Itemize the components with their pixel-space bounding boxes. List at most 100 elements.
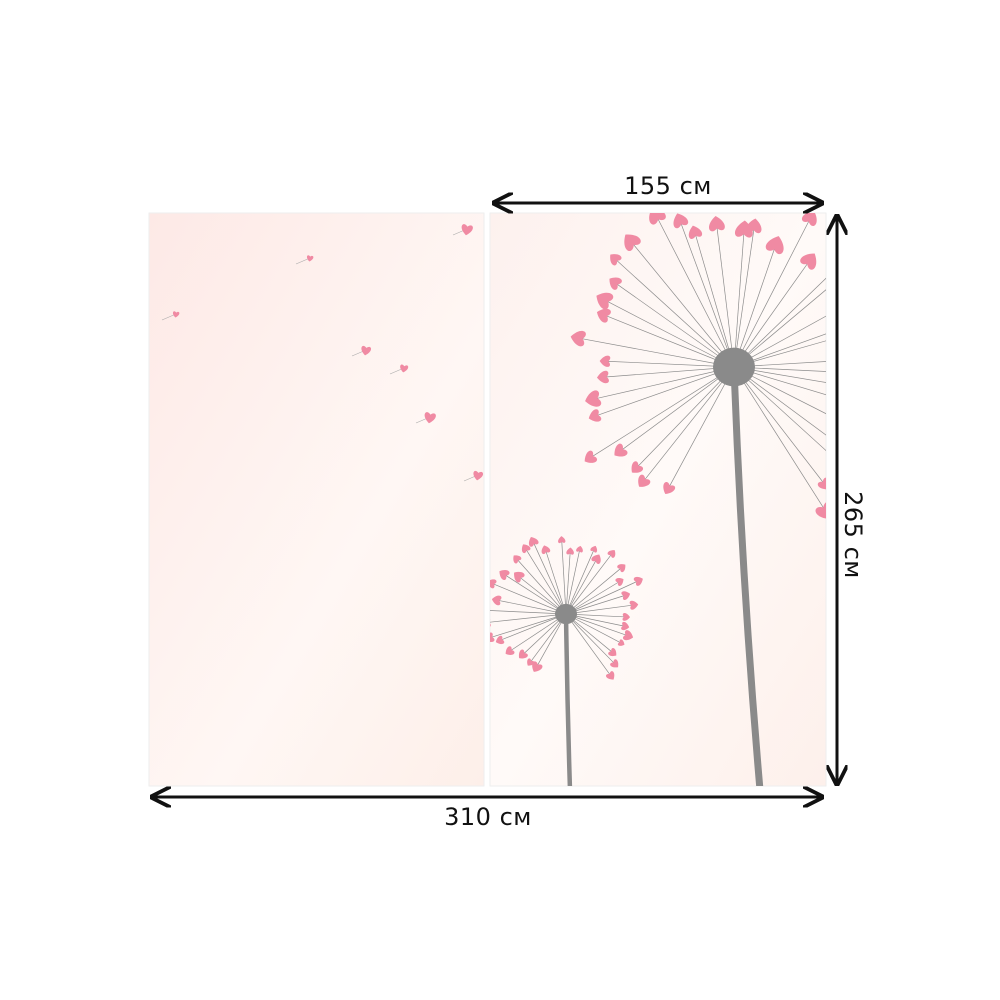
- dandelion-spoke: [497, 599, 567, 615]
- dandelion-spoke: [733, 366, 826, 415]
- heart-seed: [576, 545, 583, 553]
- dandelion-spoke: [565, 580, 639, 615]
- dandelion-spoke: [590, 366, 735, 458]
- heart-seed: [815, 501, 826, 520]
- total-width-label: 310 см: [444, 803, 532, 831]
- dandelion-spoke: [733, 245, 776, 368]
- dandelion-stem: [563, 613, 573, 786]
- heart-seed: [521, 544, 531, 554]
- dandelion-spoke: [733, 218, 811, 368]
- heart-seed: [649, 213, 666, 225]
- dandelion-spoke: [565, 613, 628, 636]
- heart-seed: [400, 364, 409, 373]
- heart-seed: [663, 482, 676, 495]
- heart-seed: [617, 564, 626, 573]
- dandelion-spoke: [631, 241, 735, 368]
- heart-seed: [638, 474, 651, 487]
- heart-seed: [541, 545, 551, 555]
- heart-seed: [606, 671, 615, 680]
- heart-seed: [623, 630, 634, 641]
- panel-width-label: 155 см: [624, 172, 712, 200]
- heart-seed: [894, 351, 906, 364]
- heart-seed: [490, 579, 497, 589]
- heart-seed: [608, 648, 617, 657]
- dandelion-spoke: [604, 299, 735, 368]
- heart-seed: [801, 213, 817, 226]
- dandelion-spoke: [525, 548, 567, 615]
- heart-seed: [826, 264, 841, 279]
- dandelion-spoke: [604, 314, 735, 368]
- dandelion-spoke: [733, 333, 826, 368]
- heart-seed: [621, 621, 630, 631]
- dandelion-spoke: [716, 224, 735, 368]
- heart-seed: [871, 383, 887, 400]
- dandelion-spoke: [565, 553, 613, 615]
- heart-seed: [528, 536, 539, 547]
- dandelion-spoke: [532, 541, 567, 615]
- dandelion-spoke: [643, 366, 735, 482]
- heart-seed: [621, 591, 631, 600]
- dandelion-spoke: [545, 549, 567, 615]
- heart-seed: [633, 576, 643, 586]
- dandelion-spoke: [565, 613, 612, 676]
- dandelion-spoke: [733, 366, 826, 511]
- heart-seed: [610, 659, 619, 668]
- dandelion-spoke: [504, 574, 567, 615]
- heart-seed: [570, 330, 586, 347]
- height-label: 265 см: [839, 491, 867, 579]
- heart-seed: [172, 311, 180, 318]
- dandelion-head: [555, 603, 577, 625]
- dandelion-spoke: [565, 551, 571, 615]
- dandelion-spoke: [733, 361, 826, 368]
- dandelion-spoke: [579, 337, 735, 368]
- heart-seed: [629, 600, 639, 610]
- heart-seed: [614, 443, 628, 457]
- heart-seed: [843, 465, 859, 482]
- dandelion-spoke: [565, 549, 581, 615]
- heart-seed: [585, 390, 602, 407]
- dandelion-spoke: [733, 289, 826, 368]
- dandelion-spoke: [733, 366, 826, 396]
- left-panel-art: [161, 224, 484, 482]
- heart-seed: [673, 213, 689, 229]
- heart-seed: [631, 461, 644, 473]
- heart-seed: [800, 253, 817, 270]
- heart-seed: [461, 224, 473, 236]
- dandelion-spoke: [733, 366, 825, 485]
- dandelion-spoke: [500, 613, 567, 641]
- dandelion-spoke: [603, 366, 735, 378]
- heart-seed: [688, 225, 703, 239]
- dandelion-spoke: [490, 613, 567, 623]
- dandelion-spoke: [614, 258, 735, 368]
- right-panel-art: [490, 213, 906, 786]
- heart-seed: [499, 570, 510, 580]
- heart-seed: [746, 218, 762, 234]
- heart-seed: [599, 355, 611, 367]
- heart-seed: [596, 370, 609, 384]
- dandelion-spoke: [565, 567, 622, 615]
- dandelion-spoke: [605, 360, 735, 368]
- heart-seed: [852, 315, 866, 329]
- dandelion-spoke: [733, 366, 826, 372]
- dandelion-spoke: [620, 366, 735, 452]
- dandelion-spoke: [656, 215, 735, 368]
- heart-seed: [847, 323, 864, 341]
- heart-seed: [846, 253, 868, 275]
- dandelion-spoke: [516, 558, 567, 615]
- heart-seed: [765, 236, 784, 254]
- heart-seed: [596, 292, 614, 310]
- dandelion-spoke: [565, 549, 595, 615]
- dandelion-spoke: [733, 226, 755, 368]
- dandelion-spoke: [565, 604, 634, 615]
- heart-seed: [817, 477, 826, 490]
- dandelion-spoke: [565, 559, 597, 615]
- dandelion-spoke: [595, 366, 735, 417]
- heart-seed: [514, 571, 525, 583]
- heart-seed: [495, 635, 505, 645]
- heart-seed: [532, 661, 543, 672]
- heart-seed: [607, 550, 616, 558]
- dandelion-spoke: [565, 613, 615, 665]
- dandelion-spoke: [615, 282, 735, 368]
- dandelion-spoke: [733, 260, 810, 368]
